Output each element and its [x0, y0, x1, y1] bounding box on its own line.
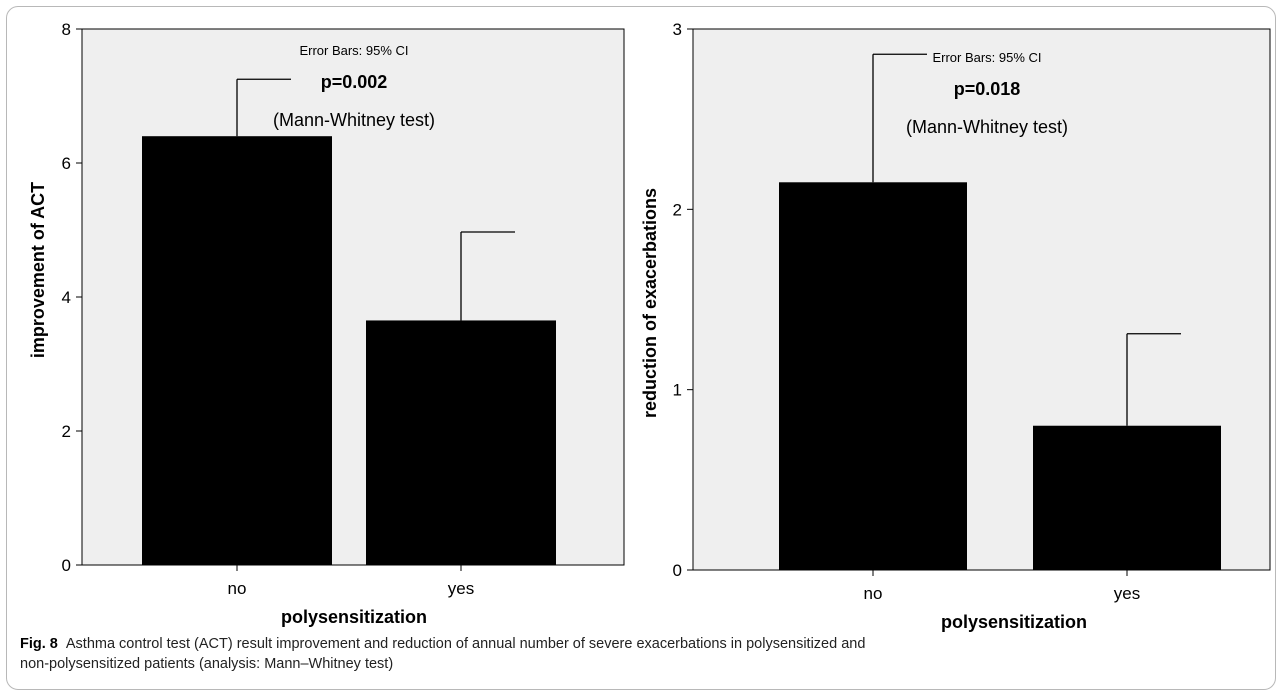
bar-no [779, 182, 967, 571]
y-tick-label: 8 [62, 20, 71, 39]
figure-caption: Fig. 8 Asthma control test (ACT) result i… [20, 634, 1260, 674]
y-tick-label: 0 [673, 561, 682, 580]
chart-act-improvement: 0 2 4 6 8 no yes Error Bars: 95% CI p=0.002 (… [28, 20, 625, 627]
bar-yes [1033, 425, 1221, 570]
y-tick-label: 0 [62, 556, 71, 575]
test-name: (Mann-Whitney test) [906, 117, 1068, 137]
test-name: (Mann-Whitney test) [273, 110, 435, 130]
x-axis-label: polysensitization [941, 612, 1087, 632]
chart-exacerbation-reduction: 0 1 2 3 no yes Error Bars: 95% CI p=0.018 (M… [640, 20, 1271, 632]
x-axis-label: polysensitization [281, 607, 427, 627]
y-tick-label: 2 [673, 200, 682, 219]
error-bars-label: Error Bars: 95% CI [299, 43, 408, 58]
x-tick-label: yes [448, 579, 474, 598]
caption-text: Asthma control test (ACT) result improve… [20, 636, 866, 672]
y-tick-label: 1 [673, 381, 682, 400]
x-tick-label: no [228, 579, 247, 598]
y-tick-label: 3 [673, 20, 682, 39]
y-tick-label: 6 [62, 154, 71, 173]
p-value: p=0.002 [321, 72, 388, 92]
figure-label: Fig. 8 [20, 636, 58, 652]
bar-yes [366, 320, 556, 565]
y-axis-label: improvement of ACT [28, 182, 48, 358]
error-bars-label: Error Bars: 95% CI [932, 50, 1041, 65]
y-tick-label: 2 [62, 422, 71, 441]
p-value: p=0.018 [954, 79, 1021, 99]
bar-no [142, 136, 332, 565]
y-tick-label: 4 [62, 288, 71, 307]
x-tick-label: no [864, 584, 883, 603]
x-tick-label: yes [1114, 584, 1140, 603]
y-axis-label: reduction of exacerbations [640, 188, 660, 418]
